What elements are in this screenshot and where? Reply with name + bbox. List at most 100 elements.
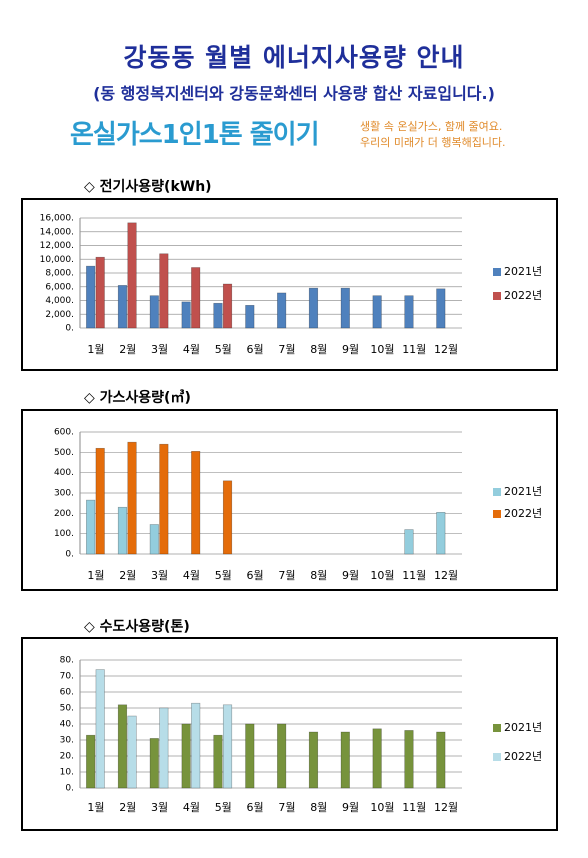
y-tick-label: 400. xyxy=(54,468,74,478)
bar xyxy=(436,512,446,555)
bar xyxy=(277,723,287,789)
y-tick-label: 10,000. xyxy=(40,255,74,265)
bar xyxy=(127,441,137,555)
bar xyxy=(277,292,287,329)
y-tick-label: 4,000. xyxy=(45,296,74,306)
x-tick-label: 1월 xyxy=(87,801,104,814)
x-tick-label: 10월 xyxy=(370,801,394,814)
bar xyxy=(181,723,191,789)
legend-swatch xyxy=(493,268,501,276)
y-tick-label: 12,000. xyxy=(40,241,74,251)
x-tick-label: 12월 xyxy=(434,569,458,582)
bar xyxy=(308,731,319,789)
y-tick-label: 20. xyxy=(60,752,74,762)
x-tick-label: 2월 xyxy=(119,343,136,356)
slogan-line: 생활 속 온실가스, 함께 줄여요. xyxy=(360,120,503,133)
y-tick-label: 70. xyxy=(60,672,74,682)
x-tick-label: 11월 xyxy=(402,569,426,582)
legend-label: 2021년 xyxy=(504,721,542,734)
bar xyxy=(95,669,105,789)
bar xyxy=(117,285,128,329)
x-tick-label: 5월 xyxy=(215,569,232,582)
x-tick-label: 7월 xyxy=(278,569,295,582)
x-tick-label: 9월 xyxy=(342,569,359,582)
bar xyxy=(149,295,159,329)
bar xyxy=(191,702,201,789)
x-tick-label: 3월 xyxy=(151,343,168,356)
x-tick-label: 8월 xyxy=(310,801,327,814)
x-tick-label: 3월 xyxy=(151,569,168,582)
bar xyxy=(340,731,350,789)
x-tick-label: 8월 xyxy=(310,343,327,356)
y-tick-label: 0. xyxy=(65,324,74,334)
x-tick-label: 6월 xyxy=(247,569,264,582)
legend-label: 2022년 xyxy=(504,289,542,302)
bar xyxy=(181,301,191,329)
y-tick-label: 14,000. xyxy=(40,227,74,237)
bar xyxy=(245,305,255,329)
bar xyxy=(86,734,96,789)
bar xyxy=(117,506,128,555)
bar xyxy=(86,499,96,555)
x-tick-label: 1월 xyxy=(87,343,104,356)
y-tick-label: 600. xyxy=(54,428,74,438)
x-tick-label: 11월 xyxy=(402,343,426,356)
bar xyxy=(86,265,96,329)
bar xyxy=(159,443,169,555)
y-tick-label: 6,000. xyxy=(45,282,74,292)
y-tick-label: 60. xyxy=(60,688,74,698)
bar xyxy=(191,267,201,329)
bar xyxy=(404,529,414,555)
x-tick-label: 12월 xyxy=(434,343,458,356)
bar xyxy=(95,447,105,555)
bar xyxy=(340,287,350,329)
y-tick-label: 8,000. xyxy=(45,269,74,279)
bar xyxy=(222,480,233,555)
chart-heading: ◇ 가스사용량(㎥) xyxy=(84,389,191,406)
y-tick-label: 100. xyxy=(54,529,74,539)
bar xyxy=(159,253,169,329)
bar xyxy=(404,295,414,329)
y-tick-label: 500. xyxy=(54,448,74,458)
x-tick-label: 9월 xyxy=(342,801,359,814)
x-tick-label: 10월 xyxy=(370,343,394,356)
y-tick-label: 80. xyxy=(60,656,74,666)
x-tick-label: 1월 xyxy=(87,569,104,582)
bar xyxy=(372,728,382,789)
bar xyxy=(159,707,169,789)
x-tick-label: 10월 xyxy=(370,569,394,582)
bar xyxy=(127,715,137,789)
chart-frame xyxy=(21,637,558,831)
bar xyxy=(308,287,319,329)
y-tick-label: 30. xyxy=(60,736,74,746)
y-tick-label: 40. xyxy=(60,720,74,730)
y-tick-label: 2,000. xyxy=(45,310,74,320)
y-tick-label: 16,000. xyxy=(40,214,74,224)
x-tick-label: 6월 xyxy=(247,801,264,814)
legend-swatch xyxy=(493,488,501,496)
y-tick-label: 10. xyxy=(60,768,74,778)
x-tick-label: 2월 xyxy=(119,801,136,814)
bar xyxy=(436,731,446,789)
x-tick-label: 2월 xyxy=(119,569,136,582)
legend-label: 2021년 xyxy=(504,265,542,278)
bar xyxy=(149,524,159,555)
bar xyxy=(213,302,223,329)
chart-heading: ◇ 수도사용량(톤) xyxy=(84,619,190,635)
slogan-line: 우리의 미래가 더 행복해집니다. xyxy=(360,136,506,149)
y-tick-label: 300. xyxy=(54,489,74,499)
x-tick-label: 4월 xyxy=(183,569,200,582)
legend-swatch xyxy=(493,292,501,300)
x-tick-label: 3월 xyxy=(151,801,168,814)
bar xyxy=(222,283,233,329)
x-tick-label: 5월 xyxy=(215,801,232,814)
y-tick-label: 0. xyxy=(65,550,74,560)
legend-label: 2022년 xyxy=(504,750,542,763)
bar xyxy=(372,295,382,329)
legend-swatch xyxy=(493,510,501,518)
bar xyxy=(127,222,137,329)
y-tick-label: 50. xyxy=(60,704,74,714)
slogan: 온실가스1인1톤 줄이기 xyxy=(70,120,320,150)
bar xyxy=(191,451,201,555)
x-tick-label: 7월 xyxy=(278,343,295,356)
